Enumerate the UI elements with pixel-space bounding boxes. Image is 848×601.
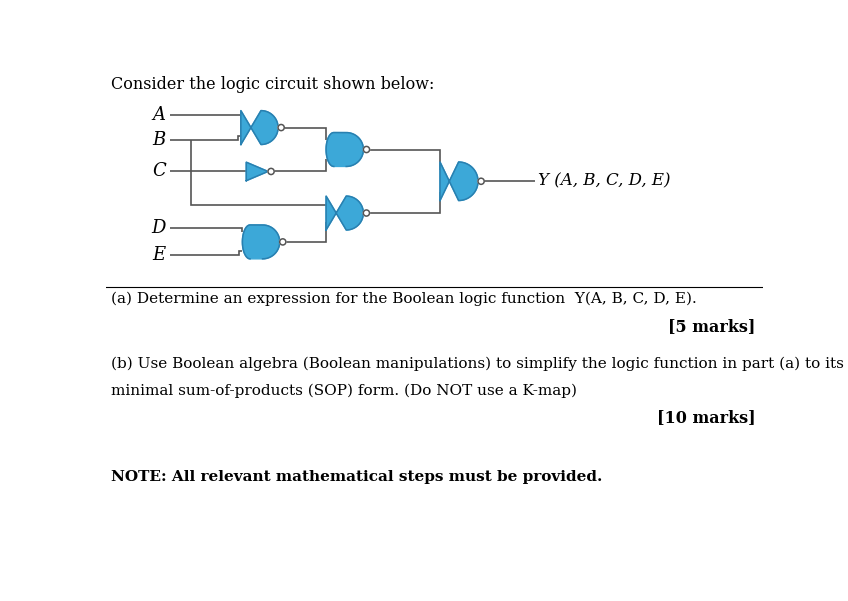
Circle shape [363, 210, 370, 216]
Polygon shape [326, 196, 363, 230]
Polygon shape [243, 225, 280, 259]
Text: Y (A, B, C, D, E): Y (A, B, C, D, E) [538, 172, 671, 190]
Polygon shape [326, 133, 364, 166]
Text: minimal sum-of-products (SOP) form. (Do NOT use a K-map): minimal sum-of-products (SOP) form. (Do … [111, 384, 577, 398]
Circle shape [278, 124, 284, 130]
Polygon shape [241, 111, 278, 144]
Text: D: D [151, 219, 165, 237]
Circle shape [478, 178, 484, 185]
Text: C: C [152, 162, 165, 180]
Text: NOTE: All relevant mathematical steps must be provided.: NOTE: All relevant mathematical steps mu… [111, 470, 603, 484]
Text: (b) Use Boolean algebra (Boolean manipulations) to simplify the logic function i: (b) Use Boolean algebra (Boolean manipul… [111, 356, 845, 371]
Circle shape [268, 168, 274, 174]
Text: A: A [153, 106, 165, 124]
Text: B: B [153, 131, 165, 149]
Text: Consider the logic circuit shown below:: Consider the logic circuit shown below: [111, 76, 435, 93]
Text: E: E [153, 246, 165, 264]
Circle shape [364, 147, 370, 153]
Circle shape [280, 239, 286, 245]
Text: (a) Determine an expression for the Boolean logic function  Y(A, B, C, D, E).: (a) Determine an expression for the Bool… [111, 291, 697, 306]
Polygon shape [246, 162, 268, 181]
Text: [5 marks]: [5 marks] [668, 318, 756, 335]
Polygon shape [440, 162, 478, 201]
Text: [10 marks]: [10 marks] [657, 409, 756, 426]
